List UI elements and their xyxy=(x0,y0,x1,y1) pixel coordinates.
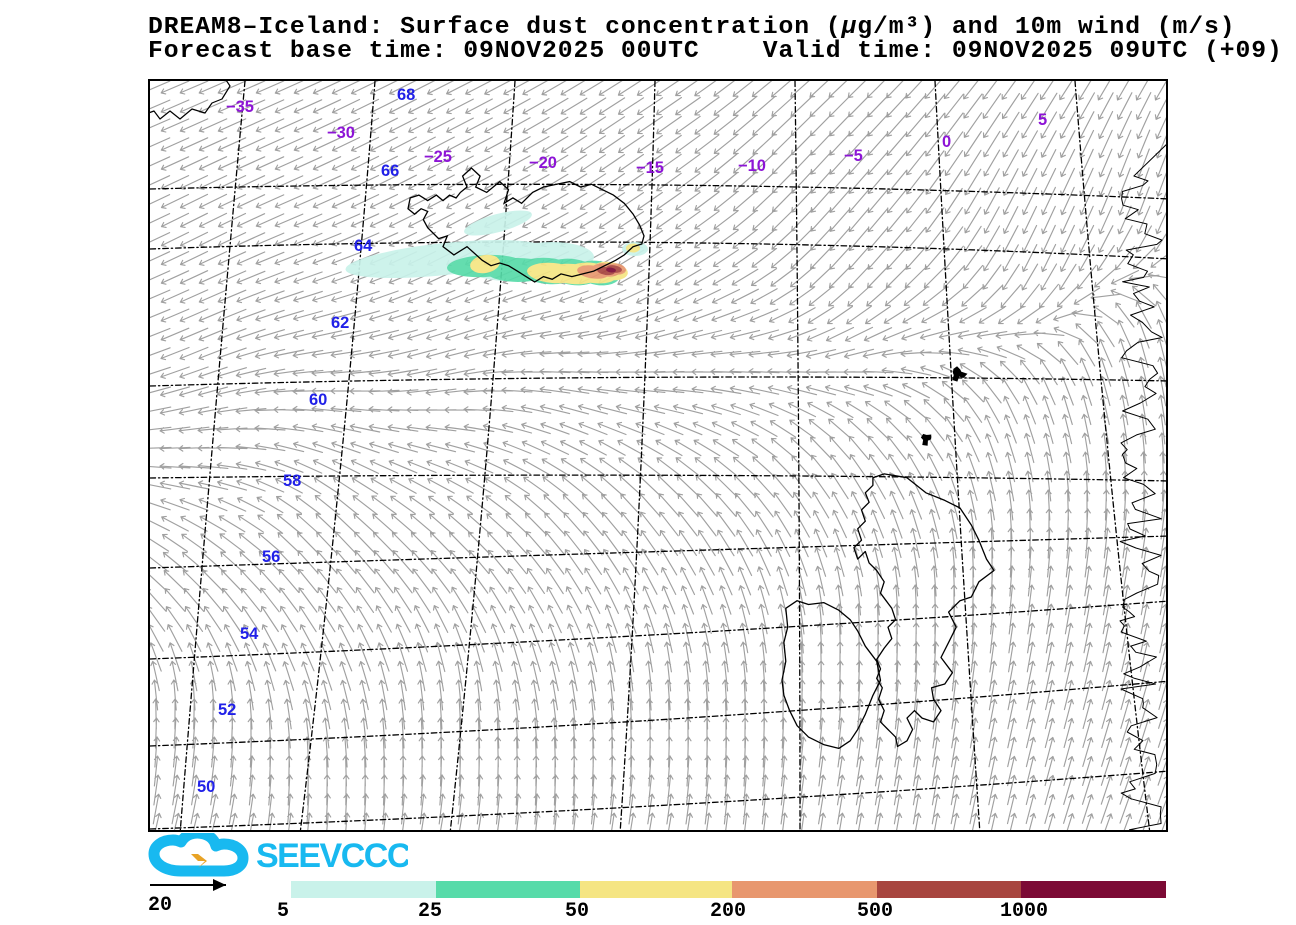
svg-text:68: 68 xyxy=(397,86,415,104)
svg-text:58: 58 xyxy=(283,472,301,490)
svg-text:−35: −35 xyxy=(226,98,254,116)
svg-text:56: 56 xyxy=(262,548,280,566)
svg-text:60: 60 xyxy=(309,391,327,409)
svg-text:−10: −10 xyxy=(738,157,766,175)
svg-text:50: 50 xyxy=(197,778,215,796)
svg-text:66: 66 xyxy=(381,162,399,180)
svg-text:62: 62 xyxy=(331,314,349,332)
svg-text:−5: −5 xyxy=(844,147,863,165)
svg-text:5: 5 xyxy=(1038,111,1047,129)
svg-text:SEEVCCC: SEEVCCC xyxy=(256,837,408,875)
svg-text:−30: −30 xyxy=(327,124,355,142)
svg-text:−15: −15 xyxy=(636,159,664,177)
svg-text:52: 52 xyxy=(218,701,236,719)
svg-text:54: 54 xyxy=(240,625,259,643)
svg-text:−20: −20 xyxy=(529,154,557,172)
svg-text:0: 0 xyxy=(942,133,951,151)
svg-text:64: 64 xyxy=(354,237,373,255)
svg-text:−25: −25 xyxy=(424,148,452,166)
